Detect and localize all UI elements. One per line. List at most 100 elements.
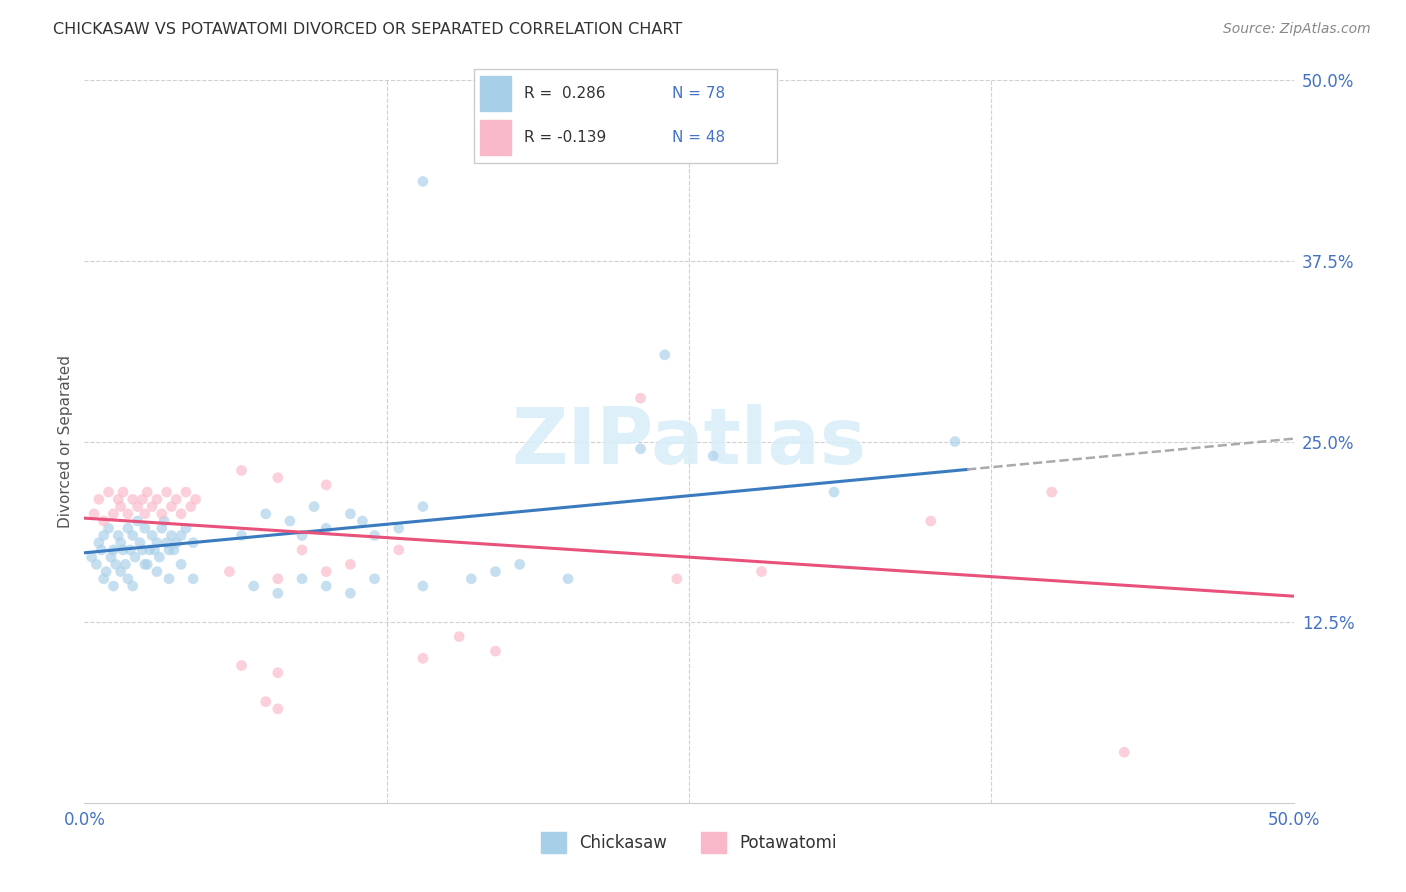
Point xyxy=(231,528,253,542)
Text: CHICKASAW VS POTAWATOMI DIVORCED OR SEPARATED CORRELATION CHART: CHICKASAW VS POTAWATOMI DIVORCED OR SEPA… xyxy=(53,22,683,37)
Point xyxy=(315,478,337,492)
Point xyxy=(160,500,183,514)
Point xyxy=(315,521,337,535)
Point xyxy=(557,572,579,586)
Point xyxy=(174,521,197,535)
Point xyxy=(654,348,676,362)
Point xyxy=(702,449,724,463)
Point xyxy=(141,500,163,514)
Point xyxy=(127,514,149,528)
Point xyxy=(218,565,240,579)
Legend: Chickasaw, Potawatomi: Chickasaw, Potawatomi xyxy=(534,826,844,860)
Point xyxy=(184,492,207,507)
Point xyxy=(150,521,173,535)
Point xyxy=(110,500,132,514)
Point xyxy=(143,542,166,557)
Point xyxy=(157,542,180,557)
Point xyxy=(83,507,105,521)
Point xyxy=(148,550,170,565)
Point xyxy=(94,565,117,579)
Point xyxy=(146,492,169,507)
Point xyxy=(121,492,143,507)
Point xyxy=(131,542,153,557)
Point xyxy=(141,528,163,542)
Point xyxy=(412,651,434,665)
Point xyxy=(302,500,325,514)
Point xyxy=(146,535,169,549)
Point xyxy=(107,492,129,507)
Point xyxy=(267,572,290,586)
Point xyxy=(315,579,337,593)
Point xyxy=(87,492,110,507)
Point xyxy=(267,470,290,484)
Point xyxy=(509,558,531,572)
Point xyxy=(751,565,773,579)
Point xyxy=(121,579,143,593)
Point xyxy=(103,542,125,557)
Point xyxy=(291,542,314,557)
Text: R = -0.139: R = -0.139 xyxy=(523,130,606,145)
Point xyxy=(267,702,290,716)
Point xyxy=(153,514,176,528)
Point xyxy=(155,485,177,500)
Point xyxy=(352,514,374,528)
Point xyxy=(112,542,135,557)
Point xyxy=(112,485,135,500)
Point xyxy=(97,521,120,535)
Point xyxy=(87,535,110,549)
Point xyxy=(665,572,688,586)
Point xyxy=(412,500,434,514)
Point xyxy=(117,521,139,535)
Point xyxy=(388,521,411,535)
Point xyxy=(278,514,301,528)
Point xyxy=(1040,485,1063,500)
Point xyxy=(93,528,115,542)
Point xyxy=(160,528,183,542)
Point xyxy=(97,485,120,500)
Point xyxy=(170,528,193,542)
Point xyxy=(484,644,506,658)
Point xyxy=(267,586,290,600)
Point xyxy=(134,507,156,521)
Point xyxy=(339,558,361,572)
Point xyxy=(134,558,156,572)
Point xyxy=(339,586,361,600)
Bar xyxy=(481,120,512,155)
Point xyxy=(291,572,314,586)
Point xyxy=(93,514,115,528)
Point xyxy=(107,528,129,542)
Point xyxy=(114,558,136,572)
Point xyxy=(157,572,180,586)
Point xyxy=(127,500,149,514)
Y-axis label: Divorced or Separated: Divorced or Separated xyxy=(58,355,73,528)
Point xyxy=(363,572,385,586)
Point xyxy=(484,565,506,579)
Point xyxy=(231,658,253,673)
Point xyxy=(103,579,125,593)
Point xyxy=(412,579,434,593)
FancyBboxPatch shape xyxy=(474,69,778,163)
Point xyxy=(630,391,652,405)
Point xyxy=(254,507,277,521)
Point xyxy=(136,558,159,572)
Point xyxy=(110,535,132,549)
Point xyxy=(291,528,314,542)
Point xyxy=(823,485,845,500)
Text: R =  0.286: R = 0.286 xyxy=(523,86,605,101)
Point xyxy=(124,550,146,565)
Point xyxy=(117,507,139,521)
Point xyxy=(136,485,159,500)
Point xyxy=(388,542,411,557)
Point xyxy=(150,507,173,521)
Point xyxy=(339,507,361,521)
Point xyxy=(254,695,277,709)
Point xyxy=(80,550,103,565)
Point xyxy=(86,558,108,572)
Bar xyxy=(481,76,512,112)
Point xyxy=(165,535,187,549)
Point xyxy=(170,558,193,572)
Text: Source: ZipAtlas.com: Source: ZipAtlas.com xyxy=(1223,22,1371,37)
Point xyxy=(231,463,253,477)
Point xyxy=(315,565,337,579)
Point xyxy=(129,535,152,549)
